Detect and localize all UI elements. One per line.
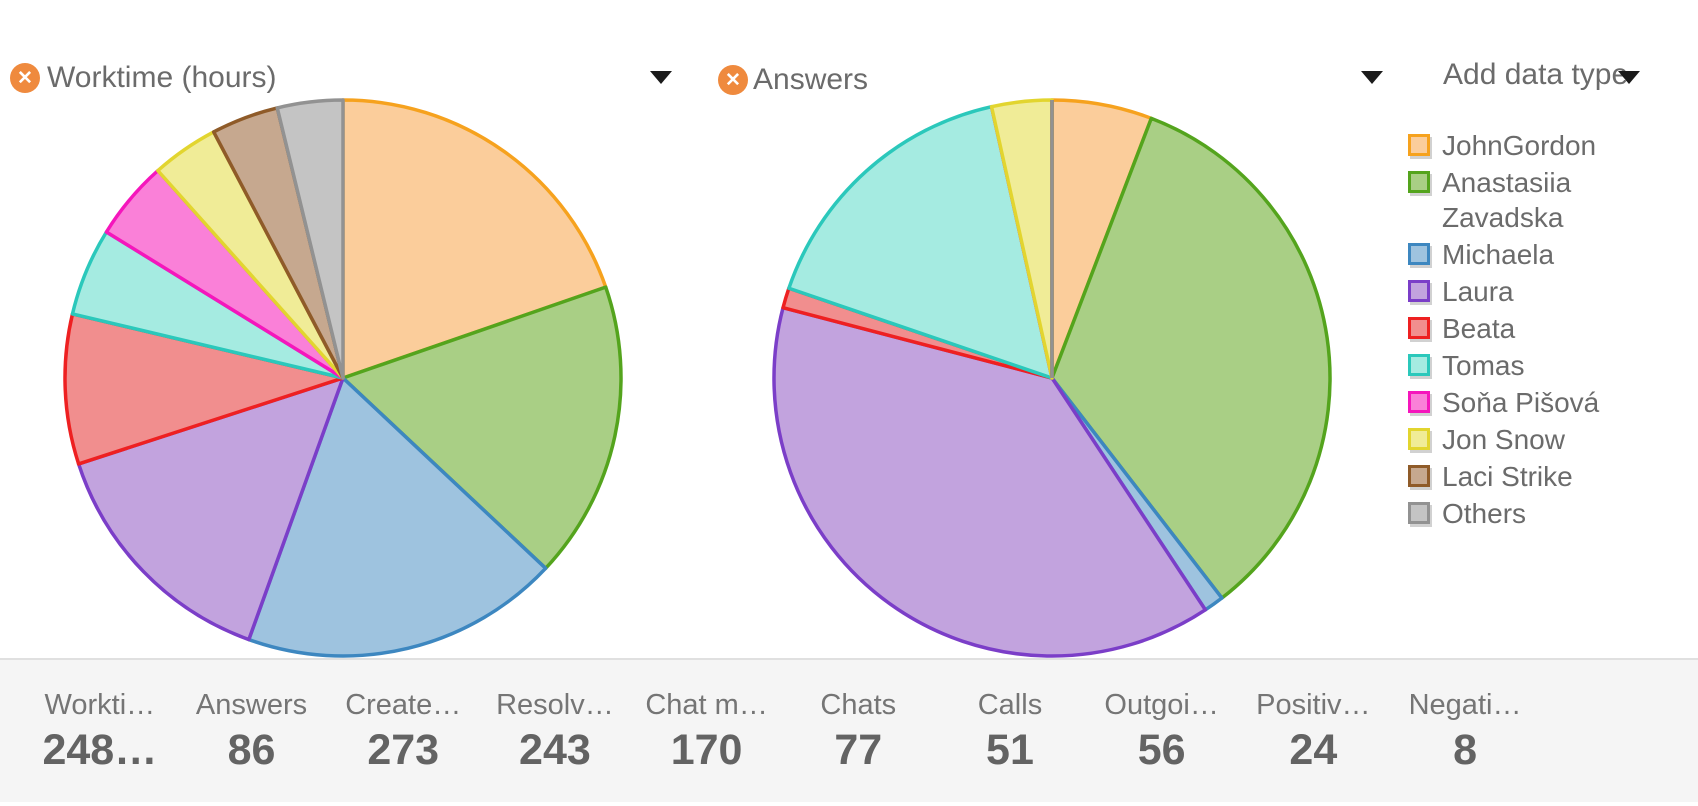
answers-pie-chart[interactable] xyxy=(770,96,1334,660)
pie-slice[interactable] xyxy=(772,305,1208,658)
stat-tile-calls[interactable]: Calls 51 xyxy=(977,689,1043,774)
chart-legend: JohnGordon Anastasiia Zavadska Michaela … xyxy=(1408,128,1638,533)
x-icon: ✕ xyxy=(725,69,741,91)
stat-tile-resolved[interactable]: Resolv… 243 xyxy=(496,689,614,774)
stat-tile-outgoing[interactable]: Outgoi… 56 xyxy=(1104,689,1219,774)
pie-slice[interactable] xyxy=(247,376,548,658)
worktime-chart-title: Worktime (hours) xyxy=(47,61,277,94)
worktime-chart-dropdown-caret-icon[interactable] xyxy=(650,71,672,84)
legend-swatch-icon xyxy=(1408,280,1430,302)
legend-item-jon-snow[interactable]: Jon Snow xyxy=(1408,422,1638,457)
add-data-type-caret-icon[interactable] xyxy=(1618,71,1640,84)
pie-slice[interactable] xyxy=(341,285,623,571)
answers-chart-title: Answers xyxy=(753,63,869,96)
stat-tile-created[interactable]: Create… 273 xyxy=(345,689,462,774)
legend-swatch-icon xyxy=(1408,243,1430,265)
legend-item-johngordon[interactable]: JohnGordon xyxy=(1408,128,1638,163)
legend-item-sona-pisova[interactable]: Soňa Pišová xyxy=(1408,385,1638,420)
stat-tile-chats[interactable]: Chats 77 xyxy=(820,689,897,774)
legend-item-tomas[interactable]: Tomas xyxy=(1408,348,1638,383)
legend-swatch-icon xyxy=(1408,465,1430,487)
pie-slice[interactable] xyxy=(787,104,1054,380)
stat-tile-worktime[interactable]: Workti… 248… xyxy=(42,689,158,774)
legend-swatch-icon xyxy=(1408,502,1430,524)
legend-item-anastasiia-zavadska[interactable]: Anastasiia Zavadska xyxy=(1408,165,1638,235)
legend-swatch-icon xyxy=(1408,354,1430,376)
pie-slice[interactable] xyxy=(275,98,345,380)
worktime-pie-chart[interactable] xyxy=(61,96,625,660)
legend-item-laura[interactable]: Laura xyxy=(1408,274,1638,309)
legend-swatch-icon xyxy=(1408,317,1430,339)
answers-chart-dropdown-caret-icon[interactable] xyxy=(1361,71,1383,84)
legend-item-michaela[interactable]: Michaela xyxy=(1408,237,1638,272)
legend-swatch-icon xyxy=(1408,134,1430,156)
data-type-stats-bar: Workti… 248… Answers 86 Create… 273 Reso… xyxy=(0,658,1698,802)
legend-swatch-icon xyxy=(1408,428,1430,450)
stat-tile-negative[interactable]: Negati… 8 xyxy=(1408,689,1522,774)
legend-item-others[interactable]: Others xyxy=(1408,496,1638,531)
stat-tile-positive[interactable]: Positiv… 24 xyxy=(1256,689,1371,774)
x-icon: ✕ xyxy=(17,67,33,89)
legend-item-beata[interactable]: Beata xyxy=(1408,311,1638,346)
remove-worktime-chart-button[interactable]: ✕ xyxy=(10,63,40,93)
legend-swatch-icon xyxy=(1408,391,1430,413)
add-data-type-button[interactable]: Add data type xyxy=(1443,58,1629,91)
legend-item-laci-strike[interactable]: Laci Strike xyxy=(1408,459,1638,494)
pie-slice[interactable] xyxy=(1050,116,1332,600)
stat-tile-chat-messages[interactable]: Chat m… 170 xyxy=(645,689,768,774)
remove-answers-chart-button[interactable]: ✕ xyxy=(718,65,748,95)
pie-slice[interactable] xyxy=(63,312,345,466)
legend-swatch-icon xyxy=(1408,171,1430,193)
stat-tile-answers[interactable]: Answers 86 xyxy=(195,689,308,774)
